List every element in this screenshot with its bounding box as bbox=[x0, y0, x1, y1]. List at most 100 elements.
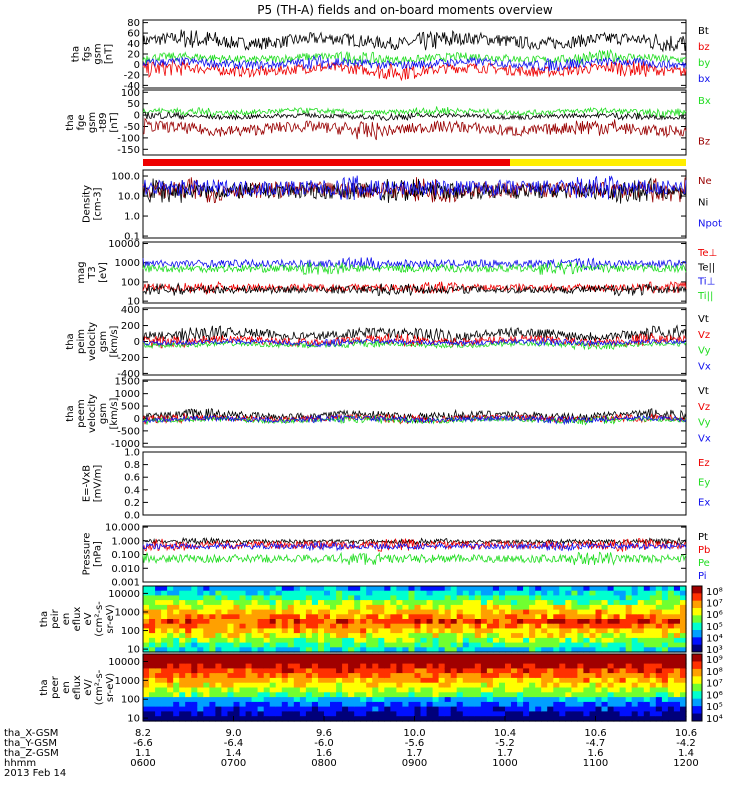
spectrogram-cell bbox=[185, 687, 192, 693]
spectrogram-cell bbox=[571, 673, 578, 679]
spectrogram-cell bbox=[655, 673, 663, 679]
spectrogram-cell bbox=[643, 647, 651, 653]
spectrogram-cell bbox=[203, 637, 210, 644]
spectrogram-cell bbox=[275, 633, 283, 639]
colorbar-label: 10⁹ bbox=[706, 655, 723, 666]
spectrogram-cell bbox=[607, 687, 615, 693]
panel-frame bbox=[142, 451, 687, 516]
spectrogram-cell bbox=[619, 642, 627, 648]
spectrogram-cell bbox=[673, 711, 681, 717]
spectrogram-cell bbox=[499, 647, 506, 653]
spectrogram-cell bbox=[420, 590, 428, 596]
spectrogram-cell bbox=[293, 711, 301, 717]
spectrogram-cell bbox=[179, 590, 186, 596]
spectrogram-cell bbox=[215, 619, 222, 625]
spectrogram-cell bbox=[577, 697, 584, 703]
spectrogram-cell bbox=[360, 619, 367, 625]
spectrogram-cell bbox=[221, 642, 228, 648]
spectrogram-cell bbox=[215, 604, 222, 611]
spectrogram-cell bbox=[680, 658, 687, 665]
spectrogram-cell bbox=[450, 716, 458, 722]
spectrogram-cell bbox=[402, 633, 409, 639]
spectrogram-cell bbox=[444, 609, 452, 615]
spectrogram-cell bbox=[438, 642, 446, 648]
spectrogram-cell bbox=[450, 642, 458, 648]
spectrogram-cell bbox=[251, 682, 259, 689]
spectrogram-cell bbox=[384, 590, 391, 596]
spectrogram-cell bbox=[523, 642, 530, 648]
spectrogram-cell bbox=[354, 687, 361, 693]
legend-Ti⊥: Ti⊥ bbox=[697, 277, 715, 288]
spectrogram-cell bbox=[680, 668, 687, 674]
spectrogram-cell bbox=[275, 706, 283, 712]
spectrogram-cell bbox=[613, 590, 621, 596]
spectrogram-cell bbox=[486, 619, 494, 625]
spectrogram-cell bbox=[221, 663, 228, 669]
spectrogram-cell bbox=[643, 642, 651, 648]
spectrogram-cell bbox=[432, 658, 440, 665]
spectrogram-cell bbox=[631, 614, 639, 620]
spectrogram-cell bbox=[348, 614, 355, 620]
spectrogram-cell bbox=[390, 711, 397, 717]
spectrogram-cell bbox=[426, 647, 434, 653]
spectrogram-cell bbox=[625, 697, 633, 703]
spectrogram-cell bbox=[523, 692, 530, 698]
spectrogram-cell bbox=[577, 619, 584, 625]
spectrogram-cell bbox=[655, 716, 663, 722]
spectrogram-cell bbox=[631, 682, 639, 689]
spectrogram-cell bbox=[191, 633, 198, 639]
spectrogram-cell bbox=[143, 642, 150, 648]
spectrogram-cell bbox=[293, 600, 301, 606]
spectrogram-cell bbox=[233, 673, 241, 679]
spectrogram-cell bbox=[287, 633, 295, 639]
spectrogram-cell bbox=[667, 654, 675, 660]
spectrogram-cell bbox=[511, 642, 518, 648]
spectrogram-cell bbox=[613, 701, 621, 708]
spectrogram-cell bbox=[432, 637, 440, 644]
spectrogram-cell bbox=[390, 595, 397, 601]
spectrogram-cell bbox=[348, 628, 355, 634]
spectrogram-cell bbox=[438, 687, 446, 693]
spectrogram-cell bbox=[444, 673, 452, 679]
spectrogram-cell bbox=[438, 586, 446, 592]
spectrogram-cell bbox=[577, 692, 584, 698]
spectrogram-cell bbox=[547, 677, 554, 684]
spectrogram-cell bbox=[499, 697, 506, 703]
spectrogram-cell bbox=[330, 623, 337, 629]
spectrogram-cell bbox=[402, 692, 409, 698]
spectrogram-cell bbox=[553, 623, 560, 629]
spectrogram-cell bbox=[366, 623, 373, 629]
spectrogram-cell bbox=[432, 673, 440, 679]
spectrogram-cell bbox=[161, 668, 168, 674]
spectrogram-cell bbox=[167, 586, 174, 592]
spectrogram-cell bbox=[480, 637, 488, 644]
spectrogram-cell bbox=[348, 600, 355, 606]
spectrogram-cell bbox=[390, 600, 397, 606]
spectrogram-cell bbox=[450, 623, 458, 629]
spectrogram-cell bbox=[269, 586, 277, 592]
spectrogram-cell bbox=[251, 654, 259, 660]
time-tick-label: 1.4 bbox=[226, 748, 242, 759]
panel-frame bbox=[142, 585, 687, 653]
spectrogram-cell bbox=[161, 628, 168, 634]
spectrogram-cell bbox=[245, 654, 253, 660]
spectrogram-cell bbox=[408, 687, 416, 693]
spectrogram-cell bbox=[197, 586, 204, 592]
spectrogram-cell bbox=[426, 595, 434, 601]
spectrogram-cell bbox=[143, 668, 150, 674]
spectrogram-cell bbox=[577, 668, 584, 674]
spectrogram-cell bbox=[209, 697, 216, 703]
spectrogram-cell bbox=[161, 654, 168, 660]
spectrogram-cell bbox=[486, 647, 494, 653]
spectrogram-cell bbox=[342, 658, 349, 665]
spectrogram-cell bbox=[577, 663, 584, 669]
spectrogram-cell bbox=[281, 628, 289, 634]
spectrogram-cell bbox=[239, 658, 247, 665]
spectrogram-cell bbox=[167, 609, 174, 615]
spectrogram-cell bbox=[161, 692, 168, 698]
spectrogram-cell bbox=[643, 711, 651, 717]
spectrogram-cell bbox=[378, 663, 385, 669]
spectrogram-cell bbox=[432, 668, 440, 674]
spectrogram-cell bbox=[203, 623, 210, 629]
spectrogram-cell bbox=[517, 647, 524, 653]
